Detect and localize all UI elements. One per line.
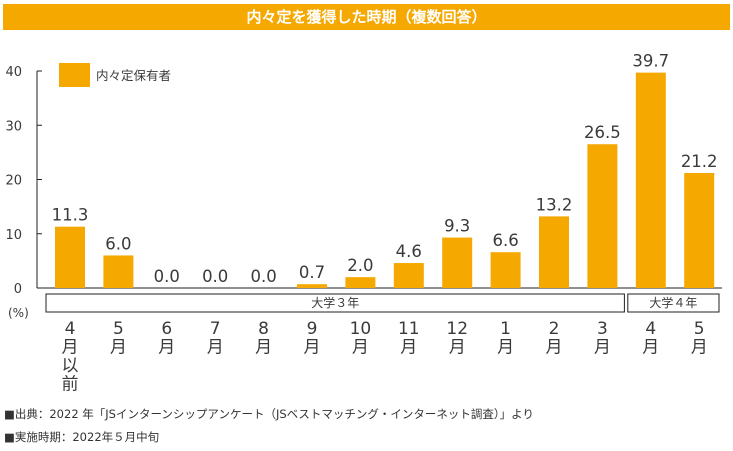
data-label: 0.7 [299, 263, 325, 282]
x-tick-label: 月 [304, 338, 321, 358]
x-tick-label: 12 [446, 319, 468, 339]
y-tick-label: 20 [5, 174, 22, 189]
data-label: 0.0 [250, 267, 276, 286]
x-tick-label: 月 [642, 338, 659, 358]
data-label: 9.3 [444, 217, 470, 236]
x-tick-label: 月 [110, 338, 127, 358]
bar [635, 72, 666, 288]
x-tick-label: 3 [597, 319, 608, 339]
x-tick-label: 月 [691, 338, 708, 358]
y-unit-label: (%) [8, 306, 29, 320]
bar [103, 255, 134, 288]
data-label: 4.6 [396, 242, 422, 261]
x-tick-label: 8 [258, 319, 269, 339]
data-label: 0.0 [202, 267, 228, 286]
bar [55, 226, 85, 288]
bar [345, 277, 376, 288]
x-tick-label: 1 [500, 319, 511, 339]
x-tick-label: 11 [398, 319, 420, 339]
x-tick-label: 月 [62, 338, 79, 358]
x-tick-label: 5 [113, 319, 124, 339]
x-tick-label: 5 [694, 319, 705, 339]
data-label: 0.0 [154, 267, 180, 286]
data-label: 26.5 [584, 123, 621, 142]
x-tick-label: 7 [210, 319, 221, 339]
group-label: 大学３年 [311, 295, 359, 310]
x-tick-label: 4 [65, 319, 76, 339]
y-tick-label: 10 [5, 228, 22, 243]
data-label: 21.2 [681, 152, 718, 171]
chart-title: 内々定を獲得した時期（複数回答） [3, 4, 730, 30]
x-tick-label: 9 [307, 319, 318, 339]
group-bracket [627, 293, 720, 313]
x-tick-label: 月 [594, 338, 611, 358]
bar [490, 252, 521, 288]
data-label: 2.0 [347, 256, 373, 275]
y-tick-label: 0 [14, 282, 22, 297]
x-tick-label: 月 [352, 338, 369, 358]
group-bracket [45, 293, 625, 313]
x-tick-label: 月 [497, 338, 514, 358]
bar [297, 284, 327, 288]
x-tick-label: 4 [645, 319, 656, 339]
data-label: 6.6 [492, 231, 518, 250]
x-tick-label: 月 [255, 338, 272, 358]
legend-label: 内々定保有者 [96, 68, 171, 83]
x-tick-label: 以 [62, 356, 79, 376]
group-label: 大学４年 [649, 295, 697, 310]
x-tick-label: 前 [62, 375, 79, 395]
data-label: 13.2 [536, 195, 573, 214]
x-tick-label: 6 [161, 319, 172, 339]
x-tick-label: 月 [546, 338, 563, 358]
data-label: 6.0 [105, 234, 131, 253]
y-tick-label: 30 [5, 119, 22, 134]
bar [684, 172, 715, 288]
bar [393, 263, 424, 288]
footnote-period: ■実施時期：2022年５月中旬 [4, 430, 160, 444]
x-tick-label: 2 [549, 319, 560, 339]
x-tick-label: 月 [207, 338, 224, 358]
x-tick-label: 10 [350, 319, 372, 339]
data-label: 11.3 [52, 206, 89, 225]
bar [442, 237, 473, 288]
x-tick-label: 月 [449, 338, 466, 358]
y-tick-label: 40 [5, 65, 22, 80]
bar [539, 216, 569, 288]
legend-swatch [59, 63, 90, 87]
x-tick-label: 月 [158, 338, 175, 358]
footnote-source: ■出典：2022 年「JSインターンシップアンケート（JSベストマッチング・イン… [4, 407, 534, 421]
x-tick-label: 月 [400, 338, 417, 358]
bar [587, 144, 618, 288]
data-label: 39.7 [632, 52, 669, 71]
